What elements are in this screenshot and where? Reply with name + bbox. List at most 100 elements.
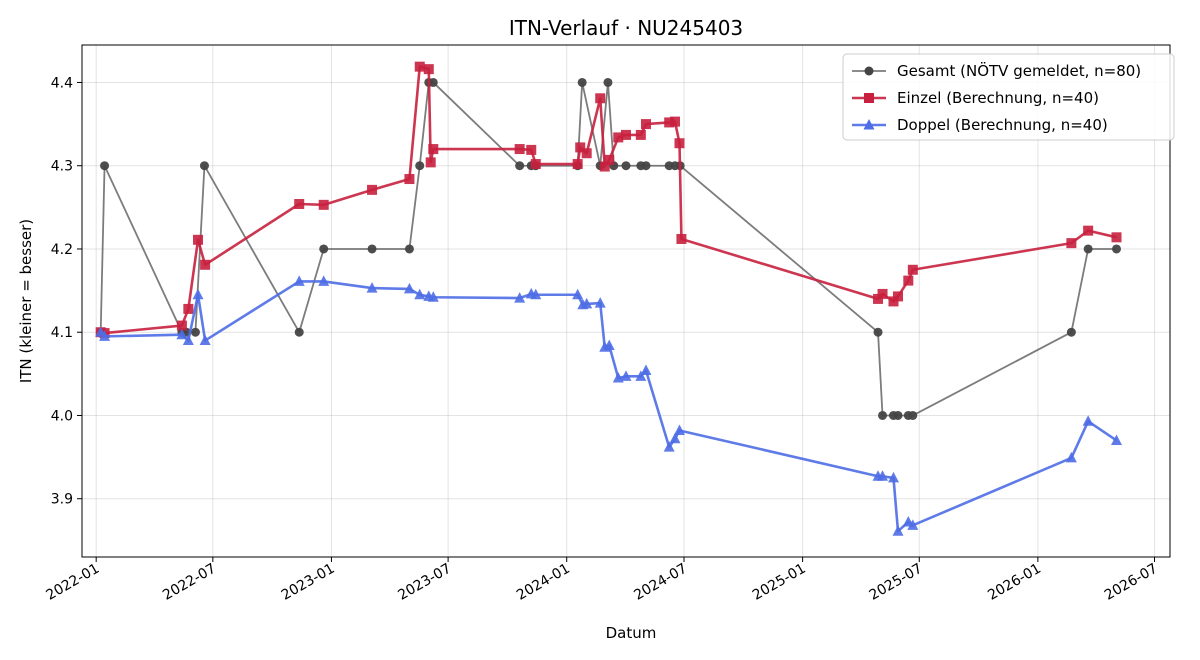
x-axis-title: Datum [606, 624, 657, 642]
data-point-square [864, 93, 874, 103]
data-point-triangle [863, 119, 875, 130]
data-point-square [664, 117, 675, 128]
data-point-circle [515, 161, 525, 171]
data-point-triangle [366, 282, 378, 293]
series-2 [95, 61, 1122, 339]
data-point-triangle [176, 328, 188, 340]
data-point-square [176, 320, 187, 331]
data-point-triangle [403, 282, 415, 294]
data-point-square [1066, 238, 1077, 249]
y-tick-label: 4.4 [51, 75, 73, 91]
chart-title: ITN-Verlauf · NU245403 [509, 16, 743, 40]
data-point-square [514, 144, 525, 155]
data-point-triangle [1111, 434, 1123, 445]
data-point-circle [199, 161, 209, 171]
data-point-square [907, 264, 918, 275]
data-point-circle [873, 327, 883, 337]
data-point-triangle [572, 288, 584, 300]
data-point-triangle [293, 275, 305, 286]
data-point-triangle [673, 424, 685, 435]
data-point-circle [367, 244, 377, 254]
plot-frame [81, 44, 1171, 558]
y-tick-label: 4.1 [51, 325, 73, 341]
data-point-square [581, 148, 592, 159]
x-tick-label: 2022-07 [160, 561, 219, 604]
data-point-circle [864, 66, 874, 76]
data-point-square [404, 174, 415, 185]
x-axis: 2022-01 2022-07 2023-01 2023-07 2024-01 2024-… [44, 557, 1161, 604]
data-point-square [676, 233, 687, 244]
y-tick-label: 4.3 [51, 159, 73, 175]
legend-label: Einzel (Berechnung, n=40) [897, 89, 1099, 107]
data-point-square [294, 199, 305, 210]
data-point-circle [1083, 244, 1093, 254]
data-point-square [1083, 225, 1094, 236]
data-point-circle [415, 161, 425, 171]
data-point-square [414, 61, 425, 72]
data-point-triangle [1065, 451, 1077, 463]
data-point-triangle [192, 288, 204, 300]
data-point-triangle [663, 441, 675, 452]
y-tick-label: 4.2 [51, 242, 73, 258]
data-point-triangle [99, 330, 111, 341]
data-point-circle [893, 410, 903, 420]
data-point-square [877, 288, 888, 299]
legend-label: Gesamt (NÖTV gemeldet, n=80) [897, 61, 1141, 80]
data-point-circle [294, 327, 304, 337]
x-tick-label: 2026-01 [985, 561, 1044, 604]
x-tick-label: 2025-01 [750, 561, 809, 604]
data-point-square [599, 161, 610, 172]
x-tick-label: 2024-01 [514, 561, 573, 604]
data-point-square [635, 129, 646, 140]
data-point-square [1111, 232, 1122, 243]
series-layer [95, 61, 1123, 536]
y-tick-label: 3.9 [51, 492, 73, 508]
data-point-circle [428, 77, 438, 87]
data-point-square [572, 159, 583, 170]
y-axis-title: ITN (kleiner = besser) [17, 219, 35, 383]
data-point-triangle [414, 288, 426, 300]
data-point-square [674, 138, 685, 149]
data-point-circle [641, 161, 651, 171]
data-point-triangle [877, 470, 889, 481]
data-point-triangle [635, 370, 647, 381]
data-point-circle [100, 161, 110, 171]
data-point-circle [908, 410, 918, 420]
data-point-circle [878, 410, 888, 420]
data-point-triangle [530, 288, 542, 300]
data-point-square [423, 64, 434, 75]
x-tick-label: 2023-01 [279, 561, 338, 604]
data-point-triangle [514, 292, 526, 303]
data-point-triangle [603, 339, 615, 351]
data-point-circle [1112, 244, 1122, 254]
data-point-circle [404, 244, 414, 254]
legend: Gesamt (NÖTV gemeldet, n=80) Einzel (Bere… [842, 53, 1175, 141]
legend-box [842, 53, 1175, 141]
data-point-triangle [1082, 415, 1094, 426]
data-point-triangle [318, 275, 330, 286]
data-point-triangle [581, 297, 593, 309]
data-point-square [200, 259, 211, 270]
data-point-square [893, 291, 903, 302]
data-point-triangle [199, 334, 211, 346]
series-1 [96, 77, 1122, 420]
x-tick-label: 2025-07 [867, 561, 926, 604]
data-point-square [367, 184, 378, 195]
data-point-square [575, 142, 586, 153]
data-point-triangle [594, 297, 606, 308]
grid-lines [82, 45, 1170, 557]
data-point-square [595, 93, 606, 104]
data-point-circle [1066, 327, 1076, 337]
series-line [99, 280, 1118, 533]
data-point-triangle [887, 471, 899, 483]
legend-label: Doppel (Berechnung, n=40) [897, 116, 1108, 134]
data-point-square [640, 119, 651, 130]
data-point-triangle [640, 364, 652, 376]
data-point-square [318, 199, 329, 210]
data-point-square [530, 159, 541, 170]
data-point-square [428, 144, 439, 155]
data-point-square [425, 157, 436, 168]
series-3 [95, 275, 1123, 536]
data-point-circle [603, 77, 613, 87]
